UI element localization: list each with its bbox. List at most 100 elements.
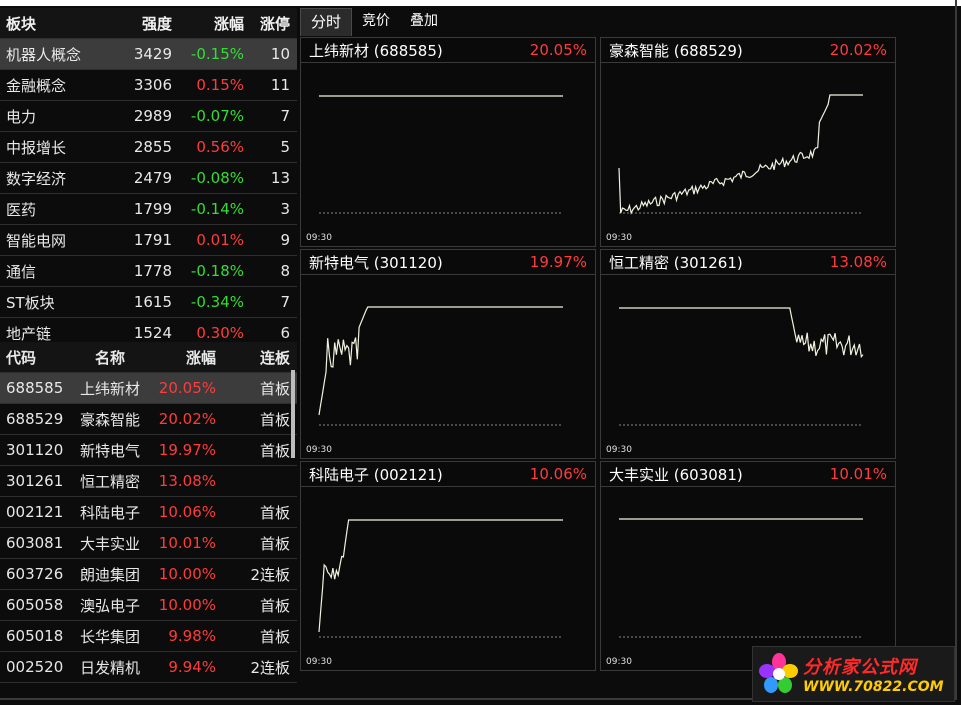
price-line — [318, 519, 563, 633]
stock-row[interactable]: 301261 恒工精密 13.08% — [0, 466, 297, 497]
chart-header: 大丰实业 (603081) 10.01% — [601, 462, 895, 487]
intraday-chart-panel[interactable]: 新特电气 (301120) 19.97% 09:30 — [300, 249, 596, 459]
stock-change: 19.97% — [158, 441, 216, 459]
sector-row[interactable]: 医药 1799 -0.14% 3 — [0, 194, 297, 225]
sector-name: 中报增长 — [6, 138, 67, 157]
sector-name: 智能电网 — [6, 231, 67, 250]
stock-row[interactable]: 603726 朗迪集团 10.00% 2连板 — [0, 559, 297, 590]
header-strength[interactable]: 强度 — [141, 14, 172, 33]
sector-strength: 3306 — [133, 76, 172, 94]
intraday-line-chart — [619, 307, 864, 426]
sector-name: 通信 — [6, 262, 37, 281]
header-sector[interactable]: 板块 — [6, 14, 37, 33]
chart-header: 科陆电子 (002121) 10.06% — [301, 462, 595, 487]
chart-stock-title: 科陆电子 (002121) — [309, 465, 443, 484]
sector-strength: 1524 — [133, 324, 172, 342]
sector-change: -0.18% — [190, 262, 244, 280]
stock-row[interactable]: 301120 新特电气 19.97% 首板 — [0, 435, 297, 466]
stock-name: 长华集团 — [79, 627, 140, 646]
intraday-chart-panel[interactable]: 恒工精密 (301261) 13.08% 09:30 — [600, 249, 896, 459]
sector-row[interactable]: 机器人概念 3429 -0.15% 10 — [0, 39, 297, 70]
sector-table: 板块 强度 涨幅 涨停 机器人概念 3429 -0.15% 10 金融概念 3306 0.1… — [0, 8, 297, 349]
sector-limit-up: 10 — [270, 45, 290, 63]
header-board[interactable]: 连板 — [259, 348, 290, 367]
tab-overlay[interactable]: 叠加 — [410, 13, 439, 29]
tab-auction[interactable]: 竞价 — [362, 13, 391, 29]
stock-code: 002121 — [6, 503, 64, 521]
sector-limit-up: 5 — [280, 138, 290, 156]
stock-name: 科陆电子 — [79, 503, 140, 522]
chart-stock-change: 10.01% — [829, 465, 887, 483]
chart-stock-title: 新特电气 (301120) — [309, 253, 443, 272]
stock-name: 恒工精密 — [79, 472, 140, 491]
stock-row[interactable]: 002520 日发精机 9.94% 2连板 — [0, 652, 297, 683]
price-line — [619, 307, 864, 359]
intraday-chart-panel[interactable]: 科陆电子 (002121) 10.06% 09:30 — [300, 461, 596, 671]
tab-intraday[interactable]: 分时 — [300, 8, 353, 36]
sector-change: -0.34% — [190, 293, 244, 311]
chart-start-time: 09:30 — [306, 233, 332, 243]
stock-row[interactable]: 605058 澳弘电子 10.00% 首板 — [0, 590, 297, 621]
stock-change: 10.01% — [158, 534, 216, 552]
stock-change: 20.05% — [158, 379, 216, 397]
intraday-chart-panel[interactable]: 大丰实业 (603081) 10.01% 09:30 — [600, 461, 896, 671]
sector-limit-up: 9 — [280, 231, 290, 249]
header-change[interactable]: 涨幅 — [213, 14, 244, 33]
stock-board: 首板 — [259, 534, 290, 553]
sector-strength: 1615 — [133, 293, 172, 311]
watermark-logo: 分析家公式网 WWW.70822.COM — [752, 646, 955, 702]
sector-strength: 2855 — [133, 138, 172, 156]
chart-header: 新特电气 (301120) 19.97% — [301, 250, 595, 275]
sector-name: 地产链 — [6, 324, 52, 343]
header-name[interactable]: 名称 — [94, 348, 125, 367]
header-stock-change[interactable]: 涨幅 — [185, 348, 216, 367]
stock-row[interactable]: 605018 长华集团 9.98% 首板 — [0, 621, 297, 652]
sector-row[interactable]: 中报增长 2855 0.56% 5 — [0, 132, 297, 163]
intraday-chart-panel[interactable]: 豪森智能 (688529) 20.02% 09:30 — [600, 37, 896, 247]
sector-change: 0.30% — [196, 324, 244, 342]
sector-change: 0.56% — [196, 138, 244, 156]
sector-change: -0.14% — [190, 200, 244, 218]
stock-code: 603081 — [6, 534, 64, 552]
chart-stock-change: 10.06% — [529, 465, 587, 483]
chart-tabs: 分时 竞价 叠加 — [300, 8, 448, 36]
chart-start-time: 09:30 — [606, 657, 632, 667]
sector-name: ST板块 — [6, 293, 55, 312]
sector-limit-up: 13 — [270, 169, 290, 187]
sector-strength: 1799 — [133, 200, 172, 218]
stock-table-header: 代码 名称 涨幅 连板 — [0, 342, 297, 373]
sector-limit-up: 8 — [280, 262, 290, 280]
sector-change: -0.08% — [190, 169, 244, 187]
stock-change: 20.02% — [158, 410, 216, 428]
sector-name: 医药 — [6, 200, 37, 219]
sector-row[interactable]: 电力 2989 -0.07% 7 — [0, 101, 297, 132]
chart-start-time: 09:30 — [306, 657, 332, 667]
stock-row[interactable]: 002121 科陆电子 10.06% 首板 — [0, 497, 297, 528]
stock-row[interactable]: 688529 豪森智能 20.02% 首板 — [0, 404, 297, 435]
sector-limit-up: 7 — [280, 293, 290, 311]
sector-change: 0.15% — [196, 76, 244, 94]
stock-name: 大丰实业 — [79, 534, 140, 553]
sector-strength: 1778 — [133, 262, 172, 280]
sector-row[interactable]: 通信 1778 -0.18% 8 — [0, 256, 297, 287]
sector-row[interactable]: 数字经济 2479 -0.08% 13 — [0, 163, 297, 194]
sector-row[interactable]: 金融概念 3306 0.15% 11 — [0, 70, 297, 101]
stock-name: 豪森智能 — [79, 410, 140, 429]
intraday-chart-panel[interactable]: 上纬新材 (688585) 20.05% 09:30 — [300, 37, 596, 247]
chart-start-time: 09:30 — [306, 445, 332, 455]
stock-board: 2连板 — [250, 658, 290, 677]
stock-code: 301120 — [6, 441, 64, 459]
sector-row[interactable]: 智能电网 1791 0.01% 9 — [0, 225, 297, 256]
logo-url: WWW.70822.COM — [803, 679, 944, 695]
chart-start-time: 09:30 — [606, 233, 632, 243]
stock-row[interactable]: 603081 大丰实业 10.01% 首板 — [0, 528, 297, 559]
header-limit-up[interactable]: 涨停 — [259, 14, 290, 33]
stock-code: 603726 — [6, 565, 64, 583]
sector-table-header: 板块 强度 涨幅 涨停 — [0, 8, 297, 39]
stock-row[interactable]: 688585 上纬新材 20.05% 首板 — [0, 373, 297, 404]
intraday-line-chart — [318, 519, 563, 638]
sector-row[interactable]: ST板块 1615 -0.34% 7 — [0, 287, 297, 318]
stock-list-scrollbar[interactable] — [291, 370, 295, 458]
header-code[interactable]: 代码 — [6, 348, 37, 367]
sector-strength: 2989 — [133, 107, 172, 125]
